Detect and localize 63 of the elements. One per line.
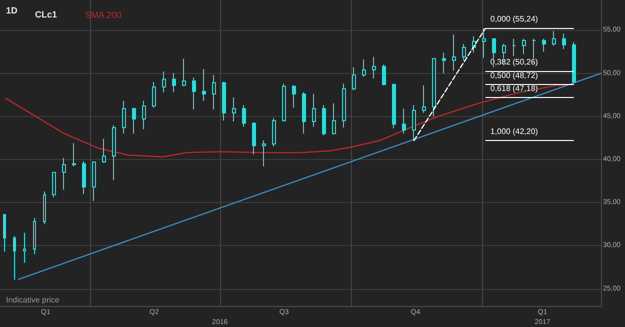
ref-line-label: 0,618 (47,18) bbox=[490, 84, 538, 94]
candlestick bbox=[222, 81, 226, 122]
candlestick bbox=[182, 58, 186, 87]
candlestick bbox=[302, 92, 306, 134]
ref-line-label: 1,000 (42,20) bbox=[490, 127, 538, 136]
candlestick bbox=[62, 157, 66, 190]
candlestick bbox=[43, 190, 46, 225]
line-series bbox=[5, 84, 574, 158]
text: CLc1 bbox=[35, 10, 58, 20]
candlestick bbox=[92, 160, 96, 202]
candlestick bbox=[362, 58, 366, 78]
candlestick bbox=[82, 160, 86, 194]
candlestick bbox=[262, 140, 266, 167]
candlestick bbox=[3, 214, 6, 252]
candlestick bbox=[232, 96, 236, 122]
candlestick bbox=[212, 74, 216, 110]
candlestick bbox=[252, 122, 256, 155]
candlestick bbox=[352, 66, 356, 92]
candlestick bbox=[372, 56, 376, 79]
candlestick bbox=[332, 102, 336, 135]
candlestick bbox=[272, 118, 276, 148]
candlestick bbox=[33, 218, 36, 255]
candlestick bbox=[72, 142, 76, 167]
candlestick bbox=[522, 38, 526, 55]
candlestick bbox=[462, 43, 466, 61]
candlestick bbox=[562, 33, 566, 50]
candlestick bbox=[412, 104, 416, 141]
candlestick bbox=[122, 100, 126, 134]
candlestick bbox=[23, 232, 26, 264]
ref-line-label: 0,500 (48,72) bbox=[490, 70, 538, 80]
candlestick bbox=[572, 42, 576, 84]
candlestick bbox=[442, 52, 446, 74]
candlestick bbox=[52, 172, 56, 198]
candlestick bbox=[112, 124, 116, 181]
candlestick bbox=[142, 100, 146, 130]
candlestick bbox=[392, 83, 396, 129]
candlestick bbox=[342, 83, 346, 128]
candlestick bbox=[152, 81, 156, 108]
candlestick bbox=[192, 77, 196, 110]
candlestick bbox=[312, 93, 316, 128]
candlestick bbox=[292, 84, 296, 108]
candlestick bbox=[172, 72, 176, 93]
candlestick bbox=[542, 38, 546, 52]
annotation: Indicative price bbox=[6, 296, 60, 304]
candlestick bbox=[102, 138, 106, 164]
candlestick bbox=[432, 58, 436, 117]
candlestick bbox=[422, 84, 426, 114]
candlestick bbox=[13, 236, 16, 280]
candlestick bbox=[452, 34, 456, 72]
candlestick bbox=[242, 104, 246, 128]
ref-line-label: 0,000 (55,24) bbox=[490, 14, 538, 24]
candlestick bbox=[512, 38, 516, 57]
candlestick bbox=[162, 71, 166, 93]
candlestick bbox=[402, 108, 406, 134]
candlestick bbox=[322, 104, 326, 136]
candlestick bbox=[482, 28, 486, 58]
candlestick bbox=[382, 64, 386, 86]
text: SMA 200 bbox=[85, 10, 122, 20]
candlestick bbox=[202, 68, 206, 102]
candlestick bbox=[552, 30, 556, 46]
annotation: 1D bbox=[6, 6, 18, 16]
candlestick bbox=[282, 83, 286, 122]
candlestick bbox=[132, 107, 136, 134]
